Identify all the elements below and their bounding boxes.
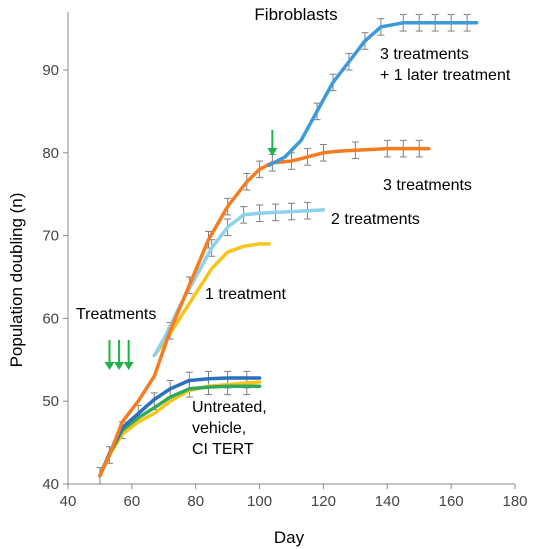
annotation-later-line: 3 treatments xyxy=(380,46,469,63)
treatment-arrow xyxy=(114,340,125,370)
y-tick-label: 70 xyxy=(42,228,59,245)
annotation-later-line: + 1 later treatment xyxy=(380,67,511,84)
x-axis-label: Day xyxy=(274,528,305,547)
later-treatment-arrow xyxy=(267,130,278,156)
x-tick-label: 160 xyxy=(439,493,464,510)
series-line-three-treatments xyxy=(98,146,431,478)
treatment-arrows xyxy=(104,130,278,370)
x-tick-label: 40 xyxy=(60,493,77,510)
annotation-untreated-line: Untreated, xyxy=(192,399,267,416)
annotation-untreated-line: vehicle, xyxy=(192,420,246,437)
chart-title: Fibroblasts xyxy=(254,5,337,24)
annotation-two-line: 2 treatments xyxy=(331,211,420,228)
annotation-untreated-line: CI TERT xyxy=(192,441,254,458)
x-tick-label: 60 xyxy=(124,493,141,510)
series-line-two-treatments xyxy=(152,208,326,358)
y-tick-label: 40 xyxy=(42,476,59,493)
x-tick-label: 100 xyxy=(247,493,272,510)
y-axis-label: Population doubling (n) xyxy=(7,193,26,368)
y-tick-label: 90 xyxy=(42,62,59,79)
arrow-head xyxy=(123,362,134,370)
y-tick-label: 50 xyxy=(42,393,59,410)
annotation-one-line: 1 treatment xyxy=(205,286,286,303)
treatment-arrow xyxy=(104,340,115,370)
arrow-head xyxy=(114,362,125,370)
x-tick-label: 120 xyxy=(311,493,336,510)
treatment-arrow xyxy=(123,340,134,370)
x-tick-label: 80 xyxy=(187,493,204,510)
arrow-head xyxy=(104,362,115,370)
axes: 40 60 80 100 120 140 160 180 40 50 60 70 80 90 xyxy=(42,12,528,510)
annotations: 3 treatments + 1 later treatment 3 treatme… xyxy=(76,46,511,458)
y-tick-label: 60 xyxy=(42,310,59,327)
series-line-later-treatment xyxy=(267,21,479,167)
x-tick-label: 180 xyxy=(502,493,527,510)
x-tick-label: 140 xyxy=(375,493,400,510)
series-lines xyxy=(98,21,479,478)
y-tick-label: 80 xyxy=(42,145,59,162)
arrow-head xyxy=(267,148,278,156)
annotation-treatments-line: Treatments xyxy=(76,306,156,323)
annotation-three-line: 3 treatments xyxy=(383,177,472,194)
